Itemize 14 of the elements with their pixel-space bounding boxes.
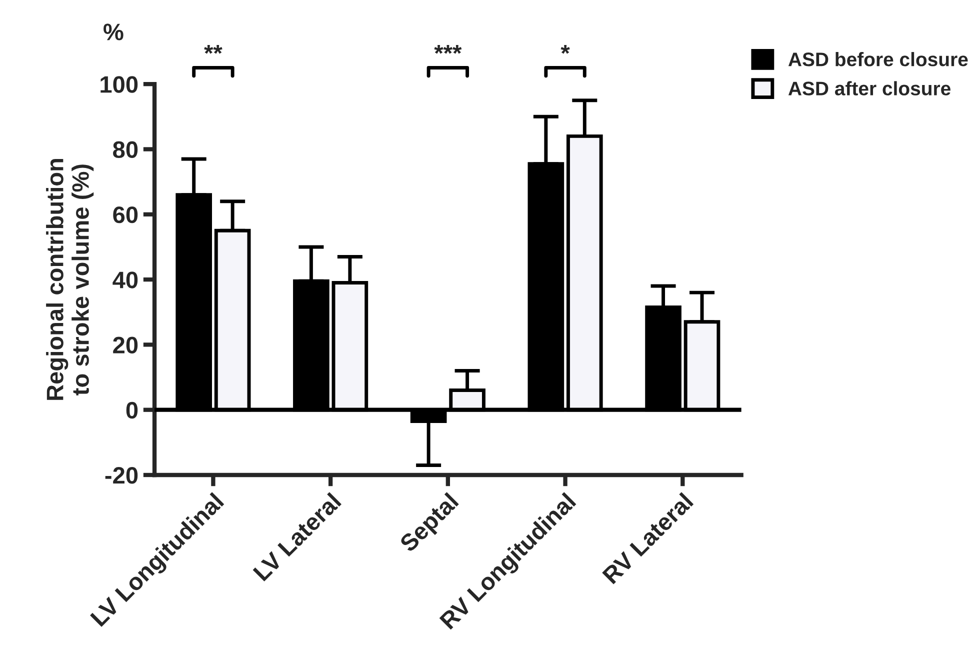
legend-label: ASD after closure xyxy=(788,81,950,96)
y-tick-label: 40 xyxy=(112,272,138,288)
y-tick-label: 100 xyxy=(100,76,138,93)
y-tick-label: -20 xyxy=(105,467,138,484)
y-axis-title: Regional contribution to stroke volume (%) xyxy=(46,159,94,400)
text: % xyxy=(104,24,124,40)
y-tick-label: 80 xyxy=(113,141,138,158)
y-tick-label: 0 xyxy=(126,402,138,419)
y-tick-label: 20 xyxy=(113,336,138,354)
y-tick-label: 60 xyxy=(113,206,138,224)
text: ** xyxy=(204,45,222,54)
text: * xyxy=(560,45,570,54)
legend-label: ASD before closure xyxy=(788,52,968,66)
text: *** xyxy=(434,45,462,54)
